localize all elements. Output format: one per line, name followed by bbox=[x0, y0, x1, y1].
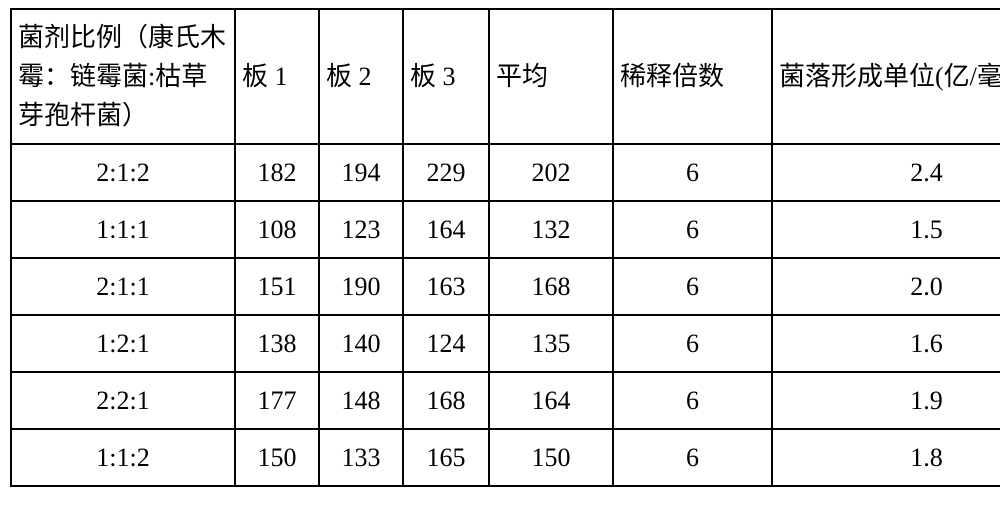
table-container: 菌剂比例（康氏木霉：链霉菌:枯草芽孢杆菌） 板 1 板 2 板 3 平均 稀释倍… bbox=[0, 0, 1000, 511]
cell-plate1: 108 bbox=[235, 201, 319, 258]
cell-dilution: 6 bbox=[613, 201, 772, 258]
cell-average: 150 bbox=[489, 429, 613, 486]
cell-plate2: 190 bbox=[319, 258, 403, 315]
table-row: 1:2:1 138 140 124 135 6 1.6 bbox=[11, 315, 1000, 372]
cell-average: 135 bbox=[489, 315, 613, 372]
cell-plate3: 229 bbox=[403, 144, 489, 201]
cell-plate1: 151 bbox=[235, 258, 319, 315]
col-header-average: 平均 bbox=[489, 9, 613, 144]
cell-cfu: 1.9 bbox=[772, 372, 1000, 429]
col-header-dilution: 稀释倍数 bbox=[613, 9, 772, 144]
col-header-plate2: 板 2 bbox=[319, 9, 403, 144]
cell-plate1: 138 bbox=[235, 315, 319, 372]
cell-ratio: 2:2:1 bbox=[11, 372, 235, 429]
cell-average: 164 bbox=[489, 372, 613, 429]
cell-dilution: 6 bbox=[613, 144, 772, 201]
table-row: 1:1:1 108 123 164 132 6 1.5 bbox=[11, 201, 1000, 258]
cell-ratio: 2:1:2 bbox=[11, 144, 235, 201]
cell-cfu: 2.4 bbox=[772, 144, 1000, 201]
cell-plate3: 124 bbox=[403, 315, 489, 372]
cell-dilution: 6 bbox=[613, 315, 772, 372]
cell-plate1: 182 bbox=[235, 144, 319, 201]
cell-plate2: 123 bbox=[319, 201, 403, 258]
cell-average: 202 bbox=[489, 144, 613, 201]
cell-ratio: 1:1:1 bbox=[11, 201, 235, 258]
cell-plate2: 148 bbox=[319, 372, 403, 429]
cell-average: 168 bbox=[489, 258, 613, 315]
cell-plate2: 194 bbox=[319, 144, 403, 201]
cell-plate1: 150 bbox=[235, 429, 319, 486]
table-row: 2:1:1 151 190 163 168 6 2.0 bbox=[11, 258, 1000, 315]
cell-plate3: 164 bbox=[403, 201, 489, 258]
cell-ratio: 2:1:1 bbox=[11, 258, 235, 315]
cell-plate3: 163 bbox=[403, 258, 489, 315]
cell-cfu: 1.5 bbox=[772, 201, 1000, 258]
table-row: 2:2:1 177 148 168 164 6 1.9 bbox=[11, 372, 1000, 429]
cell-ratio: 1:1:2 bbox=[11, 429, 235, 486]
col-header-plate3: 板 3 bbox=[403, 9, 489, 144]
data-table: 菌剂比例（康氏木霉：链霉菌:枯草芽孢杆菌） 板 1 板 2 板 3 平均 稀释倍… bbox=[10, 8, 1000, 487]
col-header-cfu: 菌落形成单位(亿/毫升） bbox=[772, 9, 1000, 144]
cell-dilution: 6 bbox=[613, 258, 772, 315]
cell-dilution: 6 bbox=[613, 429, 772, 486]
cell-cfu: 1.8 bbox=[772, 429, 1000, 486]
cell-plate2: 140 bbox=[319, 315, 403, 372]
cell-plate3: 168 bbox=[403, 372, 489, 429]
header-row: 菌剂比例（康氏木霉：链霉菌:枯草芽孢杆菌） 板 1 板 2 板 3 平均 稀释倍… bbox=[11, 9, 1000, 144]
table-row: 2:1:2 182 194 229 202 6 2.4 bbox=[11, 144, 1000, 201]
cell-plate1: 177 bbox=[235, 372, 319, 429]
col-header-plate1: 板 1 bbox=[235, 9, 319, 144]
cell-cfu: 1.6 bbox=[772, 315, 1000, 372]
cell-ratio: 1:2:1 bbox=[11, 315, 235, 372]
table-row: 1:1:2 150 133 165 150 6 1.8 bbox=[11, 429, 1000, 486]
cell-plate3: 165 bbox=[403, 429, 489, 486]
cell-average: 132 bbox=[489, 201, 613, 258]
cell-dilution: 6 bbox=[613, 372, 772, 429]
cell-cfu: 2.0 bbox=[772, 258, 1000, 315]
cell-plate2: 133 bbox=[319, 429, 403, 486]
col-header-ratio: 菌剂比例（康氏木霉：链霉菌:枯草芽孢杆菌） bbox=[11, 9, 235, 144]
